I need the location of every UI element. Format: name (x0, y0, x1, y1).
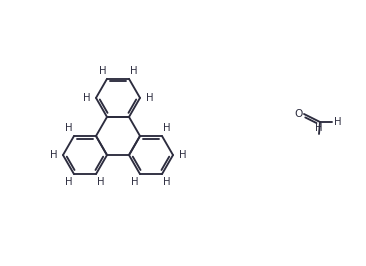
Text: H: H (315, 123, 323, 133)
Text: O: O (295, 109, 303, 119)
Text: H: H (97, 177, 105, 187)
Text: H: H (130, 66, 138, 76)
Text: H: H (163, 123, 171, 133)
Text: H: H (66, 123, 73, 133)
Text: H: H (83, 93, 90, 103)
Text: H: H (98, 66, 106, 76)
Text: H: H (66, 177, 73, 187)
Text: H: H (50, 150, 57, 160)
Text: H: H (131, 177, 139, 187)
Text: H: H (179, 150, 186, 160)
Text: H: H (334, 117, 342, 127)
Text: H: H (163, 177, 171, 187)
Text: H: H (146, 93, 153, 103)
